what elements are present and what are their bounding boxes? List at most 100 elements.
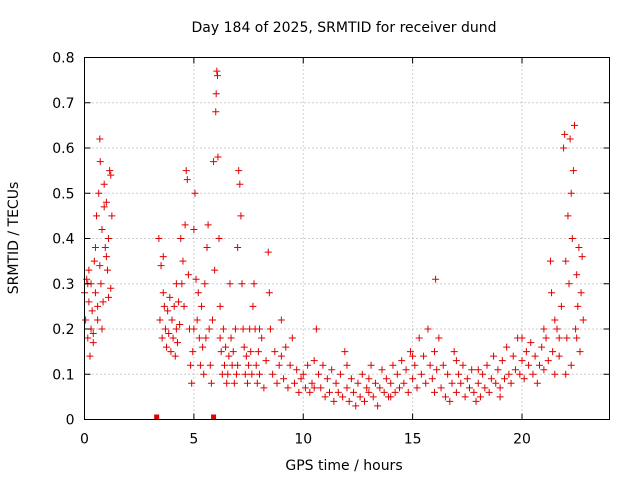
data-point <box>96 158 104 166</box>
data-point <box>578 253 586 261</box>
data-point <box>193 316 201 324</box>
data-point <box>233 370 241 378</box>
data-point <box>352 402 360 410</box>
data-point <box>156 316 164 324</box>
data-point <box>247 348 255 356</box>
data-point <box>565 280 573 288</box>
data-point <box>262 357 270 365</box>
data-point <box>89 330 97 338</box>
data-point <box>358 370 366 378</box>
y-tick-label: 0.3 <box>52 277 74 293</box>
grid-lines <box>84 57 610 420</box>
data-point <box>86 352 94 360</box>
data-point <box>511 366 519 374</box>
data-point <box>215 235 223 242</box>
data-point <box>161 325 169 333</box>
data-point <box>492 379 500 387</box>
data-point <box>96 135 104 143</box>
data-point <box>175 298 183 306</box>
data-point <box>105 235 113 242</box>
data-point <box>378 366 386 374</box>
data-point <box>562 257 570 265</box>
data-point <box>540 325 548 333</box>
data-point <box>182 167 190 175</box>
data-point <box>542 334 550 342</box>
data-point <box>163 343 171 351</box>
data-point <box>171 352 179 360</box>
data-point <box>365 375 373 383</box>
data-point <box>221 361 228 369</box>
chart-title: Day 184 of 2025, SRMTID for receiver dun… <box>192 20 497 36</box>
data-point <box>553 325 561 333</box>
data-point <box>166 293 174 301</box>
data-point <box>241 370 249 378</box>
data-point <box>295 388 303 396</box>
data-point <box>563 334 571 342</box>
data-point <box>576 348 584 356</box>
data-point <box>256 325 263 333</box>
data-point <box>334 388 342 396</box>
data-point <box>474 366 482 374</box>
data-point <box>376 384 384 392</box>
data-point <box>347 375 355 383</box>
data-point <box>573 334 581 342</box>
data-point <box>208 316 216 324</box>
data-point <box>479 370 487 378</box>
data-point <box>240 343 248 351</box>
data-point <box>312 325 320 333</box>
data-point <box>91 244 99 252</box>
data-point <box>282 343 290 351</box>
data-point <box>297 375 305 383</box>
data-point <box>229 348 237 356</box>
data-point <box>361 397 368 405</box>
data-point <box>106 167 114 175</box>
data-point <box>234 244 242 252</box>
data-point <box>485 388 493 396</box>
data-point <box>168 316 176 324</box>
data-point <box>201 280 209 288</box>
data-point <box>223 379 231 387</box>
data-point <box>207 379 215 387</box>
data-point <box>546 257 554 265</box>
data-point <box>308 379 316 387</box>
data-point <box>165 330 173 338</box>
data-point <box>387 393 395 401</box>
data-point <box>422 379 430 387</box>
data-point <box>518 357 526 365</box>
data-point <box>264 248 272 256</box>
data-point <box>103 266 111 274</box>
data-point <box>89 339 97 347</box>
data-point <box>566 135 574 143</box>
data-point <box>345 397 353 405</box>
data-point <box>85 298 93 306</box>
data-point <box>82 316 90 324</box>
data-point <box>304 361 312 369</box>
data-point <box>391 388 399 396</box>
data-point <box>444 370 452 378</box>
data-point <box>505 370 513 378</box>
data-point <box>107 284 115 292</box>
data-point <box>350 388 358 396</box>
data-point <box>424 325 432 333</box>
data-point <box>269 370 277 378</box>
data-point <box>319 361 327 369</box>
data-point <box>496 393 504 401</box>
data-point <box>341 348 349 356</box>
data-point <box>84 334 92 342</box>
data-point <box>328 366 336 374</box>
data-point <box>214 72 221 80</box>
data-point <box>211 266 219 274</box>
data-point <box>191 189 199 197</box>
data-point <box>291 379 298 387</box>
data-point <box>555 334 563 342</box>
data-point <box>461 393 469 401</box>
data-point <box>256 370 263 378</box>
data-point <box>402 366 410 374</box>
y-tick-label: 0.6 <box>52 141 74 157</box>
data-point <box>343 361 351 369</box>
data-point <box>433 366 441 374</box>
data-point <box>167 348 175 356</box>
data-point <box>217 348 225 356</box>
data-point <box>277 316 285 324</box>
zero-marker <box>154 414 160 420</box>
